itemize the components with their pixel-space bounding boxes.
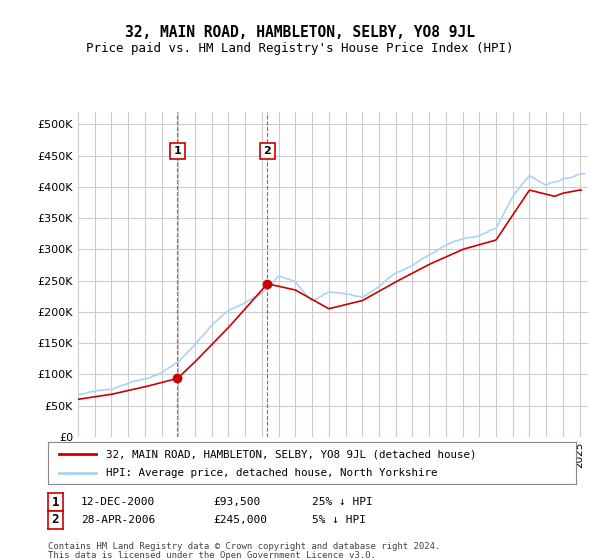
Text: 28-APR-2006: 28-APR-2006 bbox=[81, 515, 155, 525]
Text: 32, MAIN ROAD, HAMBLETON, SELBY, YO8 9JL: 32, MAIN ROAD, HAMBLETON, SELBY, YO8 9JL bbox=[125, 25, 475, 40]
Text: £245,000: £245,000 bbox=[213, 515, 267, 525]
Text: 1: 1 bbox=[52, 496, 59, 508]
Text: 5% ↓ HPI: 5% ↓ HPI bbox=[312, 515, 366, 525]
Text: 12-DEC-2000: 12-DEC-2000 bbox=[81, 497, 155, 507]
Text: 32, MAIN ROAD, HAMBLETON, SELBY, YO8 9JL (detached house): 32, MAIN ROAD, HAMBLETON, SELBY, YO8 9JL… bbox=[106, 449, 476, 459]
Text: HPI: Average price, detached house, North Yorkshire: HPI: Average price, detached house, Nort… bbox=[106, 468, 437, 478]
Text: 1: 1 bbox=[173, 146, 181, 156]
Text: 2: 2 bbox=[263, 146, 271, 156]
Text: Contains HM Land Registry data © Crown copyright and database right 2024.: Contains HM Land Registry data © Crown c… bbox=[48, 542, 440, 551]
Text: 2: 2 bbox=[52, 514, 59, 526]
Text: Price paid vs. HM Land Registry's House Price Index (HPI): Price paid vs. HM Land Registry's House … bbox=[86, 42, 514, 55]
Text: This data is licensed under the Open Government Licence v3.0.: This data is licensed under the Open Gov… bbox=[48, 551, 376, 560]
Text: 25% ↓ HPI: 25% ↓ HPI bbox=[312, 497, 373, 507]
Text: £93,500: £93,500 bbox=[213, 497, 260, 507]
